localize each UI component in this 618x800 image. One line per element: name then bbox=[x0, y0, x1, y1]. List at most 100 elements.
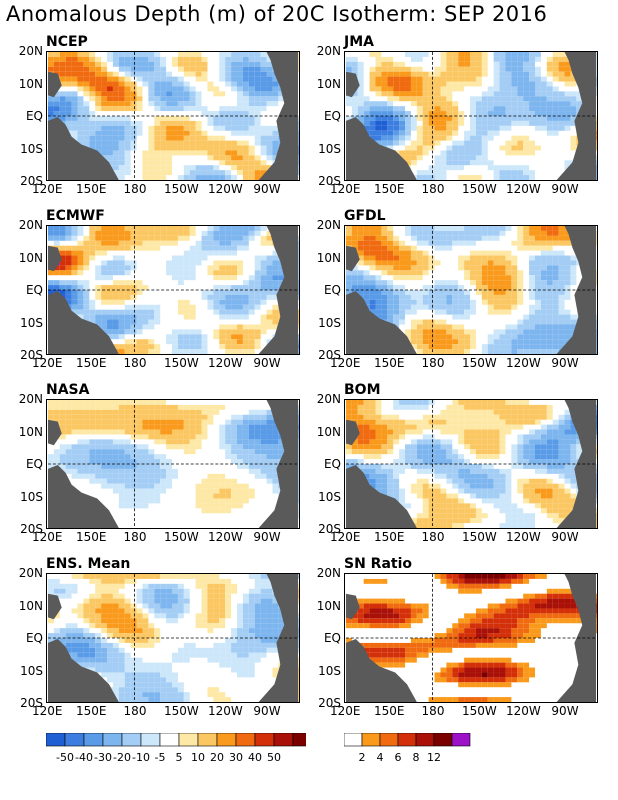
heatmap-cell bbox=[387, 260, 394, 266]
heatmap-cell bbox=[136, 52, 143, 57]
heatmap-cell bbox=[416, 319, 423, 325]
heatmap-cell bbox=[452, 449, 459, 455]
heatmap-cell bbox=[160, 130, 167, 136]
heatmap-cell bbox=[95, 473, 102, 479]
heatmap-cell bbox=[136, 404, 143, 410]
heatmap-cell bbox=[416, 349, 423, 354]
heatmap-cell bbox=[172, 265, 178, 271]
heatmap-cell bbox=[254, 81, 261, 87]
heatmap-cell bbox=[130, 260, 137, 266]
heatmap-cell bbox=[225, 339, 232, 345]
heatmap-cell bbox=[154, 130, 161, 136]
heatmap-cell bbox=[124, 155, 131, 161]
heatmap-cell bbox=[112, 245, 119, 251]
heatmap-cell bbox=[375, 419, 382, 425]
heatmap-cell bbox=[201, 135, 208, 141]
heatmap-cell bbox=[464, 503, 471, 509]
heatmap-cell bbox=[183, 165, 190, 171]
heatmap-cell bbox=[71, 280, 78, 286]
heatmap-cell bbox=[118, 459, 125, 464]
heatmap-cell bbox=[369, 106, 376, 112]
heatmap-cell bbox=[558, 334, 565, 340]
heatmap-cell bbox=[387, 304, 394, 310]
heatmap-cell bbox=[428, 91, 435, 97]
heatmap-cell bbox=[112, 329, 119, 335]
heatmap-cell bbox=[405, 294, 411, 300]
x-tick-label: 150E bbox=[374, 182, 405, 196]
heatmap-cell bbox=[363, 240, 370, 246]
heatmap-cell bbox=[493, 120, 500, 126]
heatmap-cell bbox=[357, 235, 364, 241]
heatmap-cell bbox=[493, 52, 500, 57]
heatmap-cell bbox=[570, 468, 577, 474]
heatmap-cell bbox=[540, 344, 547, 350]
heatmap-cell bbox=[393, 91, 400, 97]
heatmap-cell bbox=[535, 285, 541, 290]
heatmap-cell bbox=[59, 101, 66, 107]
heatmap-cell bbox=[452, 155, 459, 161]
heatmap-cell bbox=[101, 483, 108, 489]
heatmap-cell bbox=[470, 150, 476, 156]
heatmap-cell bbox=[272, 86, 279, 92]
heatmap-cell bbox=[422, 319, 429, 325]
heatmap-cell bbox=[446, 449, 453, 455]
heatmap-cell bbox=[369, 400, 376, 405]
heatmap-cell bbox=[399, 404, 406, 410]
heatmap-cell bbox=[266, 429, 273, 435]
heatmap-cell bbox=[77, 76, 84, 82]
heatmap-cell bbox=[399, 429, 406, 435]
heatmap-cell bbox=[393, 285, 400, 290]
heatmap-cell bbox=[83, 56, 90, 62]
heatmap-cell bbox=[475, 439, 482, 445]
heatmap-cell bbox=[552, 508, 559, 514]
heatmap-cell bbox=[517, 444, 524, 450]
heatmap-cell bbox=[124, 304, 131, 310]
heatmap-cell bbox=[558, 429, 565, 435]
heatmap-cell bbox=[410, 329, 417, 335]
heatmap-cell bbox=[375, 130, 382, 136]
heatmap-cell bbox=[242, 444, 249, 450]
heatmap-cell bbox=[517, 111, 524, 116]
heatmap-cell bbox=[166, 165, 173, 171]
heatmap-cell bbox=[576, 449, 583, 455]
y-tick-label: 20N bbox=[18, 218, 43, 232]
heatmap-cell bbox=[107, 155, 113, 161]
heatmap-cell bbox=[166, 270, 173, 276]
heatmap-cell bbox=[564, 334, 571, 340]
heatmap-cell bbox=[452, 226, 459, 231]
heatmap-cell bbox=[112, 468, 119, 474]
heatmap-cell bbox=[107, 309, 113, 315]
heatmap-cell bbox=[201, 130, 208, 136]
heatmap-cell bbox=[172, 116, 178, 121]
heatmap-cell bbox=[118, 116, 125, 121]
heatmap-cell bbox=[225, 170, 232, 176]
heatmap-cell bbox=[558, 270, 565, 276]
heatmap-cell bbox=[440, 111, 447, 116]
heatmap-cell bbox=[446, 444, 453, 450]
heatmap-cell bbox=[410, 400, 417, 405]
heatmap-cell bbox=[481, 409, 488, 415]
heatmap-cell bbox=[357, 439, 364, 445]
heatmap-cell bbox=[475, 414, 482, 420]
heatmap-cell bbox=[363, 226, 370, 231]
heatmap-cell bbox=[242, 61, 249, 67]
heatmap-cell bbox=[136, 468, 143, 474]
heatmap-cell bbox=[136, 498, 143, 504]
heatmap-cell bbox=[552, 334, 559, 340]
heatmap-cell bbox=[405, 230, 411, 236]
heatmap-cell bbox=[369, 111, 376, 116]
heatmap-cell bbox=[148, 140, 155, 146]
heatmap-cell bbox=[213, 275, 220, 281]
heatmap-cell bbox=[213, 111, 220, 116]
heatmap-cell bbox=[529, 478, 535, 484]
heatmap-cell bbox=[89, 120, 96, 126]
heatmap-cell bbox=[552, 106, 559, 112]
heatmap-cell bbox=[219, 473, 226, 479]
heatmap-cell bbox=[231, 140, 237, 146]
heatmap-cell bbox=[142, 52, 149, 57]
land-philippines bbox=[47, 419, 62, 446]
heatmap-cell bbox=[517, 299, 524, 305]
heatmap-cell bbox=[387, 125, 394, 131]
heatmap-cell bbox=[363, 120, 370, 126]
heatmap-cell bbox=[112, 419, 119, 425]
